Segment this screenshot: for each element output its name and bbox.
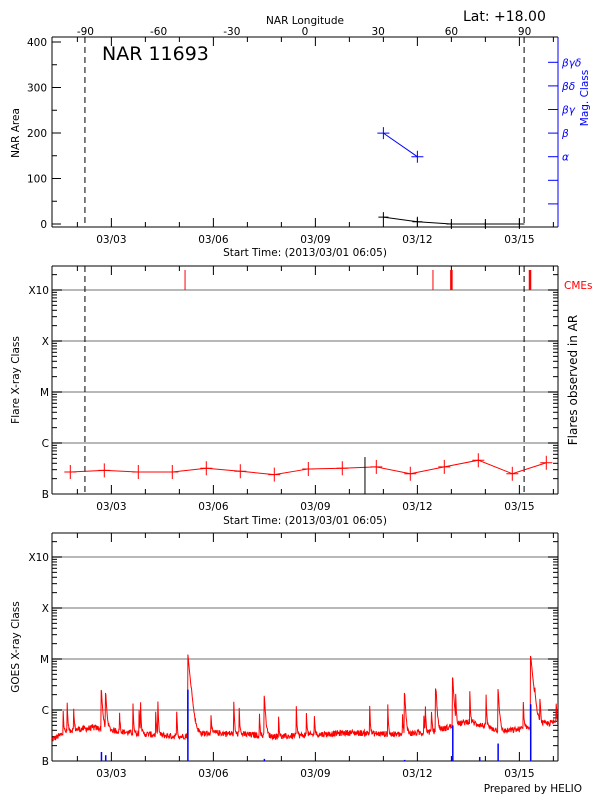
flare-data-point bbox=[166, 465, 179, 479]
mag-class-tick-label: βγδ bbox=[561, 57, 581, 69]
mag-class-tick-label: β bbox=[561, 128, 569, 140]
mag-class-data-point bbox=[411, 150, 424, 163]
top-panel-xlabel: Start Time: (2013/03/01 06:05) bbox=[223, 247, 387, 259]
mag-class-tick-label: βδ bbox=[561, 81, 575, 93]
longitude-tick-label: 30 bbox=[372, 26, 385, 38]
longitude-tick-label: -90 bbox=[77, 26, 94, 38]
bottom-y-tick-label: X10 bbox=[28, 552, 49, 564]
middle-y-tick-label: X bbox=[42, 336, 49, 348]
bottom-y-tick-label: C bbox=[42, 705, 49, 717]
chart-marks: 03/03 03/06 03/09 03/12 03/150100200300400-9… bbox=[27, 26, 581, 780]
mag-class-tick-label: α bbox=[562, 152, 569, 164]
bottom-x-tick-label: 03/03 bbox=[96, 768, 126, 780]
longitude-tick-label: 60 bbox=[445, 26, 458, 38]
flare-data-point bbox=[506, 466, 519, 481]
flare-data-point bbox=[234, 464, 247, 479]
flare-data-point bbox=[200, 461, 213, 476]
flare-data-point bbox=[336, 461, 349, 476]
longitude-tick-label: -30 bbox=[223, 26, 240, 38]
bottom-y-tick-label: B bbox=[42, 756, 49, 768]
area-y-tick-label: 200 bbox=[27, 128, 47, 140]
flare-data-point bbox=[540, 455, 553, 470]
mag-class-data-point bbox=[377, 127, 390, 140]
cme-label: CMEs bbox=[564, 280, 593, 292]
bottom-y-tick-label: X bbox=[42, 603, 49, 615]
longitude-axis-title: NAR Longitude bbox=[266, 15, 344, 27]
mag-class-tick-label: βγ bbox=[561, 105, 576, 117]
area-data-point bbox=[412, 216, 423, 227]
bottom-x-tick-label: 03/15 bbox=[504, 768, 534, 780]
area-axis-title: NAR Area bbox=[10, 108, 22, 158]
flare-data-point bbox=[98, 463, 111, 478]
bottom-y-tick-label: M bbox=[40, 654, 49, 666]
longitude-tick-label: -60 bbox=[150, 26, 167, 38]
area-data-point bbox=[480, 219, 491, 229]
longitude-tick-label: 0 bbox=[302, 26, 309, 38]
area-y-tick-label: 0 bbox=[40, 219, 47, 231]
flare-class-axis-title: Flare X-ray Class bbox=[10, 336, 22, 424]
flare-data-point bbox=[132, 465, 145, 479]
mag-class-series-line bbox=[383, 132, 418, 158]
area-data-point bbox=[514, 219, 525, 229]
flares-in-ar-axis-title: Flares observed in AR bbox=[566, 315, 580, 445]
top-x-tick-label: 03/12 bbox=[402, 234, 432, 246]
middle-y-tick-label: B bbox=[42, 489, 49, 501]
flare-data-point bbox=[404, 466, 417, 481]
longitude-tick-label: 90 bbox=[518, 26, 531, 38]
bottom-x-tick-label: 03/06 bbox=[198, 768, 229, 780]
flare-data-point bbox=[438, 459, 451, 474]
middle-panel-xlabel: Start Time: (2013/03/01 06:05) bbox=[223, 515, 387, 527]
top-x-tick-label: 03/09 bbox=[300, 234, 330, 246]
bottom-x-tick-label: 03/09 bbox=[300, 768, 330, 780]
bottom-x-tick-label: 03/12 bbox=[402, 768, 432, 780]
middle-y-tick-label: M bbox=[40, 387, 49, 399]
region-title: NAR 11693 bbox=[102, 43, 209, 65]
middle-y-tick-label: C bbox=[42, 438, 49, 450]
flare-data-point bbox=[268, 467, 281, 482]
area-data-point bbox=[378, 212, 389, 223]
flare-data-point bbox=[472, 453, 485, 468]
middle-x-tick-label: 03/06 bbox=[198, 501, 229, 513]
middle-y-tick-label: X10 bbox=[28, 285, 49, 297]
flare-data-point bbox=[370, 459, 383, 474]
footer-credit: Prepared by HELIO bbox=[484, 783, 582, 795]
latitude-label: Lat: +18.00 bbox=[463, 9, 546, 25]
top-x-tick-label: 03/15 bbox=[504, 234, 534, 246]
flare-data-point bbox=[64, 465, 77, 479]
middle-x-tick-label: 03/03 bbox=[96, 501, 126, 513]
middle-x-tick-label: 03/09 bbox=[300, 501, 330, 513]
top-x-tick-label: 03/06 bbox=[198, 234, 229, 246]
mag-class-axis-title: Mag. Class bbox=[579, 70, 591, 126]
top-x-tick-label: 03/03 bbox=[96, 234, 126, 246]
area-y-tick-label: 400 bbox=[27, 37, 47, 49]
area-y-tick-label: 300 bbox=[27, 83, 47, 95]
middle-x-tick-label: 03/12 bbox=[402, 501, 432, 513]
goes-long-channel-line bbox=[51, 654, 559, 742]
flare-data-point bbox=[302, 461, 315, 476]
area-y-tick-label: 100 bbox=[27, 174, 47, 186]
goes-class-axis-title: GOES X-ray Class bbox=[10, 601, 22, 692]
middle-x-tick-label: 03/15 bbox=[504, 501, 534, 513]
area-data-point bbox=[446, 219, 457, 229]
